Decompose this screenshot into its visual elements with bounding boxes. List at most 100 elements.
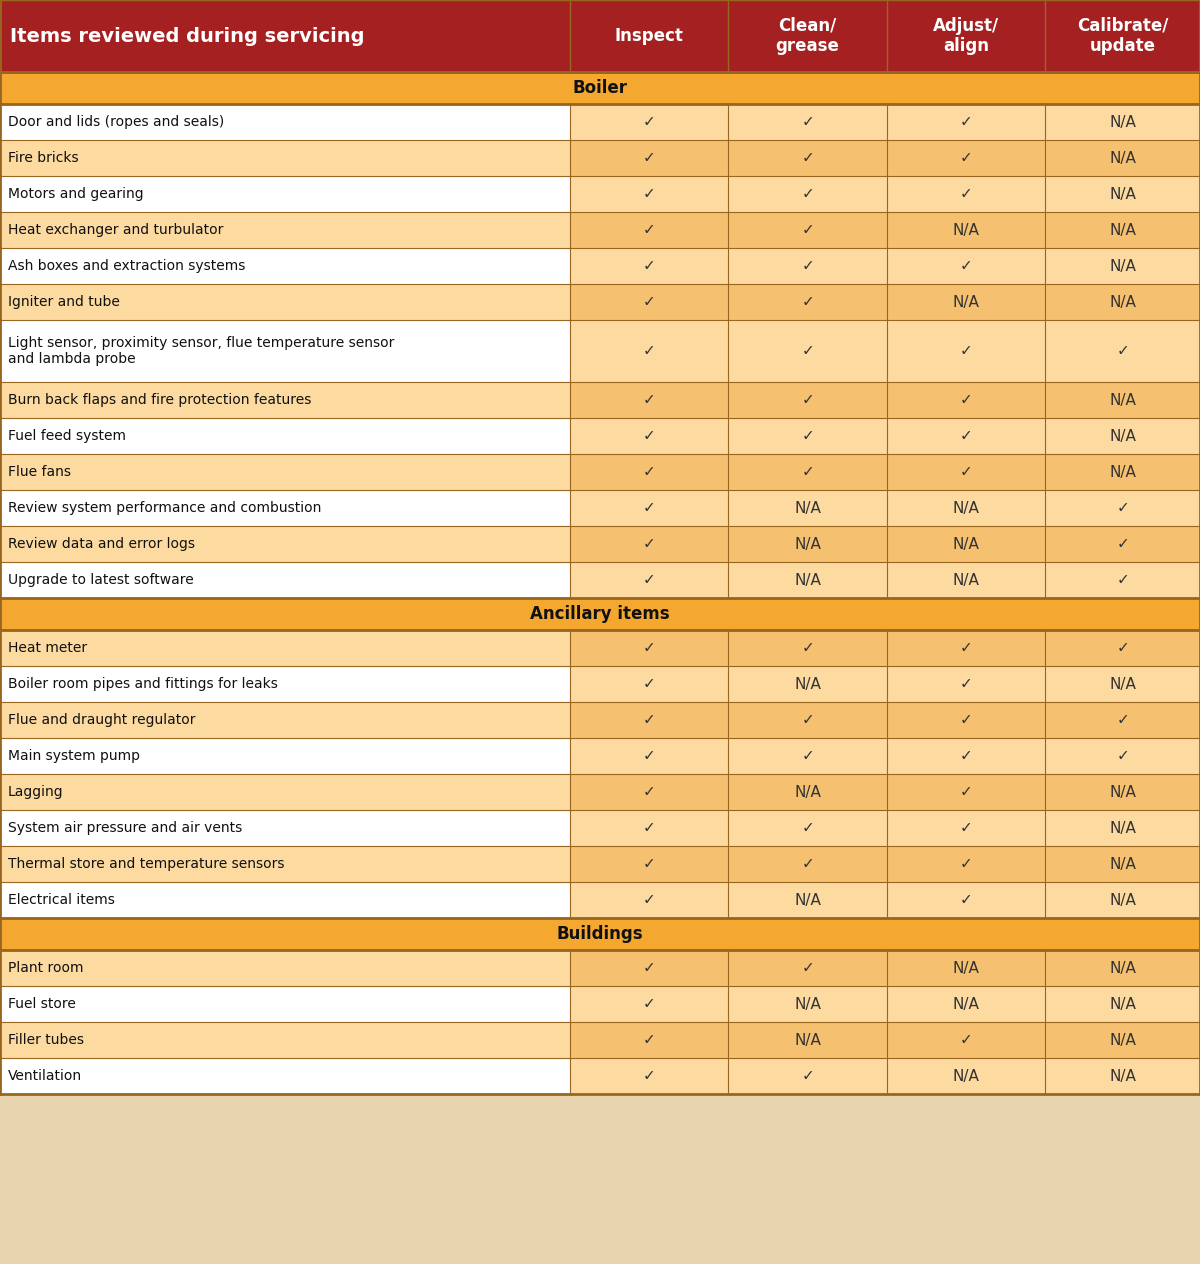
Text: ✓: ✓ [643,259,655,273]
Bar [0,526,570,562]
Text: Heat exchanger and turbulator: Heat exchanger and turbulator [8,222,223,238]
Bar [0,774,570,810]
Bar [728,248,887,284]
Bar [887,562,1045,598]
Text: Adjust/
align: Adjust/ align [932,16,1000,56]
Bar [0,846,570,882]
Bar [728,774,887,810]
Bar [887,846,1045,882]
Bar [887,882,1045,918]
Text: ✓: ✓ [802,464,814,479]
Bar [1045,1058,1200,1095]
Text: Igniter and tube: Igniter and tube [8,295,120,308]
Bar [0,320,570,382]
Text: ✓: ✓ [802,428,814,444]
Text: N/A: N/A [1109,820,1136,836]
Text: ✓: ✓ [1116,748,1129,763]
Text: ✓: ✓ [960,259,972,273]
Bar [887,666,1045,702]
Text: N/A: N/A [1109,259,1136,273]
Text: N/A: N/A [953,501,979,516]
Text: N/A: N/A [1109,393,1136,407]
Text: N/A: N/A [1109,115,1136,129]
Bar [0,738,570,774]
Text: ✓: ✓ [643,996,655,1011]
Text: N/A: N/A [953,1068,979,1083]
Text: ✓: ✓ [643,676,655,691]
Bar [1045,986,1200,1023]
Bar [1045,810,1200,846]
Bar [1045,490,1200,526]
Bar [728,284,887,320]
Bar [728,738,887,774]
Bar [887,702,1045,738]
Text: N/A: N/A [1109,892,1136,908]
Bar [570,562,728,598]
Text: ✓: ✓ [643,573,655,588]
Bar [0,284,570,320]
Text: N/A: N/A [794,676,821,691]
Bar [0,810,570,846]
Text: ✓: ✓ [643,641,655,656]
Text: N/A: N/A [1109,150,1136,166]
Bar [1045,176,1200,212]
Text: ✓: ✓ [643,150,655,166]
Bar [570,951,728,986]
Bar [887,629,1045,666]
Bar [570,810,728,846]
Text: N/A: N/A [953,536,979,551]
Text: N/A: N/A [1109,428,1136,444]
Bar [887,418,1045,454]
Text: ✓: ✓ [643,344,655,359]
Bar [887,774,1045,810]
Bar [728,1023,887,1058]
Bar [728,629,887,666]
Text: N/A: N/A [1109,295,1136,310]
Text: ✓: ✓ [960,464,972,479]
Bar [887,320,1045,382]
Text: ✓: ✓ [960,892,972,908]
Bar [570,320,728,382]
Text: ✓: ✓ [643,295,655,310]
Text: N/A: N/A [794,1033,821,1048]
Text: ✓: ✓ [802,344,814,359]
Bar [1045,702,1200,738]
Bar [728,418,887,454]
Bar [570,846,728,882]
Bar [1045,104,1200,140]
Text: Lagging: Lagging [8,785,64,799]
Bar [887,1058,1045,1095]
Bar [728,104,887,140]
Bar [887,454,1045,490]
Text: ✓: ✓ [643,961,655,976]
Text: N/A: N/A [1109,676,1136,691]
Bar [0,248,570,284]
Bar [570,104,728,140]
Bar [887,284,1045,320]
Text: ✓: ✓ [802,1068,814,1083]
Bar [0,1023,570,1058]
Text: ✓: ✓ [802,748,814,763]
Text: ✓: ✓ [802,187,814,201]
Bar [0,562,570,598]
Bar [0,104,570,140]
Text: Motors and gearing: Motors and gearing [8,187,144,201]
Bar [1045,1023,1200,1058]
Text: Review data and error logs: Review data and error logs [8,537,194,551]
Text: N/A: N/A [794,892,821,908]
Text: ✓: ✓ [1116,641,1129,656]
Text: ✓: ✓ [960,785,972,800]
Bar [728,526,887,562]
Bar [0,176,570,212]
Text: N/A: N/A [794,996,821,1011]
Bar [1045,284,1200,320]
Text: N/A: N/A [794,536,821,551]
Text: ✓: ✓ [802,150,814,166]
Text: ✓: ✓ [960,641,972,656]
Text: ✓: ✓ [802,295,814,310]
Bar [887,104,1045,140]
Bar [570,248,728,284]
Text: ✓: ✓ [960,748,972,763]
Bar [570,882,728,918]
Bar [728,1058,887,1095]
